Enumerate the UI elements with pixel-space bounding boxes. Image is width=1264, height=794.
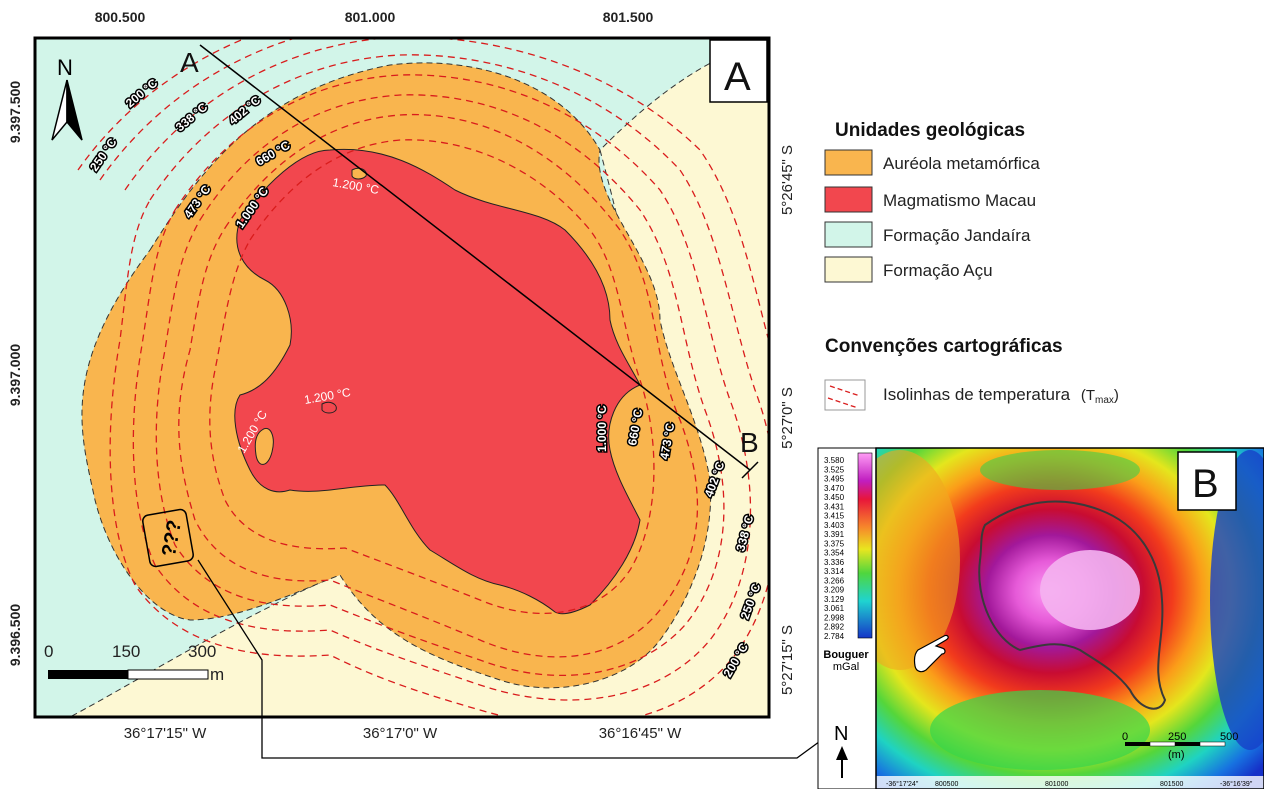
gravity-green-north — [980, 450, 1140, 490]
colorbar-value: 3.415 — [824, 512, 845, 521]
svg-text:36°16'45" W: 36°16'45" W — [599, 725, 682, 742]
svg-text:Isolinhas de temperatura: Isolinhas de temperatura (Tmax) — [883, 385, 1119, 406]
gravity-green-south — [930, 690, 1150, 770]
panel-b-label: B — [1192, 462, 1219, 506]
svg-text:Formação Açu: Formação Açu — [883, 261, 993, 280]
gravity-low-west — [876, 450, 960, 670]
legend-unit-jandaira: Formação Jandaíra — [824, 221, 1031, 248]
svg-text:5°26'45" S: 5°26'45" S — [779, 145, 796, 215]
gravity-peak — [1040, 550, 1140, 630]
svg-text:Auréola metamórfica: Auréola metamórfica — [883, 154, 1040, 173]
profile-start-label: A — [180, 47, 199, 78]
svg-text:801500: 801500 — [1160, 781, 1183, 788]
svg-text:800.500: 800.500 — [95, 9, 146, 25]
magmatism-inlier-1 — [254, 428, 274, 465]
legend-unit-acu: Formação Açu — [824, 256, 993, 283]
svg-text:Magmatismo Macau: Magmatismo Macau — [883, 191, 1036, 210]
panel-a-label: A — [724, 55, 751, 99]
svg-text:36°17'0" W: 36°17'0" W — [363, 725, 438, 742]
magmatism-patch-1 — [321, 401, 337, 414]
legend-isoline: Isolinhas de temperatura (Tmax) — [824, 379, 1119, 411]
north-arrow-b-icon — [836, 746, 848, 778]
colorbar-value: 3.314 — [824, 567, 845, 576]
colorbar-value: 2.892 — [824, 623, 845, 632]
magmatism-macau-area — [234, 148, 641, 615]
svg-text:0: 0 — [1122, 731, 1128, 743]
svg-text:(m): (m) — [1168, 749, 1185, 761]
colorbar — [857, 452, 873, 639]
svg-text:9.396.500: 9.396.500 — [7, 604, 23, 666]
scale-bar-a: 0 150 300 m — [44, 642, 224, 684]
svg-text:m: m — [210, 665, 224, 684]
svg-text:500: 500 — [1220, 731, 1238, 743]
colorbar-values: 3.5803.5253.4953.4703.4503.4313.4153.403… — [824, 456, 845, 641]
svg-text:5°27'0" S: 5°27'0" S — [779, 387, 796, 449]
legend: Unidades geológicas Auréola metamórfica … — [824, 120, 1119, 411]
isotherm-lines — [77, 38, 769, 717]
profile-line-a-b — [199, 44, 751, 471]
svg-text:9.397.000: 9.397.000 — [7, 344, 23, 406]
legend-conventions-title: Convenções cartográficas — [825, 336, 1063, 357]
colorbar-value: 3.495 — [824, 475, 845, 484]
colorbar-value: 3.336 — [824, 558, 845, 567]
colorbar-value: 3.209 — [824, 586, 845, 595]
colorbar-value: 3.129 — [824, 595, 845, 604]
svg-text:0: 0 — [44, 642, 53, 661]
svg-text:300: 300 — [188, 642, 216, 661]
colorbar-title: Bouguer — [823, 649, 869, 661]
colorbar-value: 3.354 — [824, 549, 845, 558]
bottom-axis-ticks: 36°17'15" W 36°17'0" W 36°16'45" W — [124, 725, 682, 742]
colorbar-value: 3.470 — [824, 484, 845, 493]
north-label-b: N — [834, 723, 848, 745]
bouguer-map-b: 3.5803.5253.4953.4703.4503.4313.4153.403… — [817, 447, 1264, 790]
svg-text:801.000: 801.000 — [345, 9, 396, 25]
pointing-hand-icon — [913, 634, 949, 673]
svg-text:Formação Jandaíra: Formação Jandaíra — [883, 226, 1031, 245]
svg-text:801.500: 801.500 — [603, 9, 654, 25]
colorbar-value: 3.375 — [824, 539, 845, 548]
svg-text:250: 250 — [1168, 731, 1186, 743]
colorbar-unit: mGal — [833, 661, 859, 673]
map-a-frame — [33, 36, 771, 719]
svg-text:-36°17'24": -36°17'24" — [886, 780, 919, 788]
north-label-a: N — [57, 55, 73, 80]
profile-end-label: B — [740, 427, 759, 458]
colorbar-value: 3.525 — [824, 465, 845, 474]
colorbar-value: 3.450 — [824, 493, 845, 502]
colorbar-value: 3.431 — [824, 502, 845, 511]
gravity-blue-east — [1210, 450, 1264, 750]
right-axis-ticks: 5°26'45" S 5°27'0" S 5°27'15" S — [779, 145, 796, 695]
svg-text:-36°16'39": -36°16'39" — [1220, 780, 1253, 788]
magmatism-patch-2 — [351, 167, 367, 180]
isotherm-label-right-1000: 1.000 °C — [595, 405, 609, 452]
colorbar-value: 3.391 — [824, 530, 845, 539]
legend-units-title: Unidades geológicas — [835, 120, 1025, 141]
intrusion-outline-b — [978, 500, 1167, 710]
svg-text:9.397.500: 9.397.500 — [7, 81, 23, 143]
panel-b-label-box — [1177, 451, 1237, 511]
svg-text:800500: 800500 — [935, 781, 958, 788]
legend-unit-magmatism: Magmatismo Macau — [824, 186, 1036, 213]
colorbar-value: 2.784 — [824, 632, 845, 641]
svg-text:5°27'15" S: 5°27'15" S — [779, 625, 796, 695]
unknown-area-box — [142, 508, 194, 568]
svg-text:36°17'15" W: 36°17'15" W — [124, 725, 207, 742]
colorbar-value: 3.403 — [824, 521, 845, 530]
profile-end-tick — [741, 461, 759, 479]
colorbar-value: 3.580 — [824, 456, 845, 465]
panel-a-label-box — [709, 39, 768, 103]
top-axis-ticks: 800.500 801.000 801.500 — [95, 9, 654, 25]
scale-bar-b: 0 250 500 (m) — [1122, 731, 1238, 761]
colorbar-value: 3.061 — [824, 604, 845, 613]
left-axis-ticks: 9.397.500 9.397.000 9.396.500 — [7, 81, 23, 666]
svg-text:801000: 801000 — [1045, 781, 1068, 788]
map-b-bottom-ticks: -36°17'24" 800500 801000 801500 -36°16'3… — [876, 776, 1264, 789]
colorbar-value: 2.998 — [824, 614, 845, 623]
legend-unit-aureole: Auréola metamórfica — [824, 149, 1040, 176]
north-arrow-icon — [51, 79, 83, 141]
colorbar-value: 3.266 — [824, 576, 845, 585]
geologic-map-a: 200 °C 250 °C 338 °C 402 °C 473 °C 660 °… — [35, 38, 769, 717]
svg-text:150: 150 — [112, 642, 140, 661]
